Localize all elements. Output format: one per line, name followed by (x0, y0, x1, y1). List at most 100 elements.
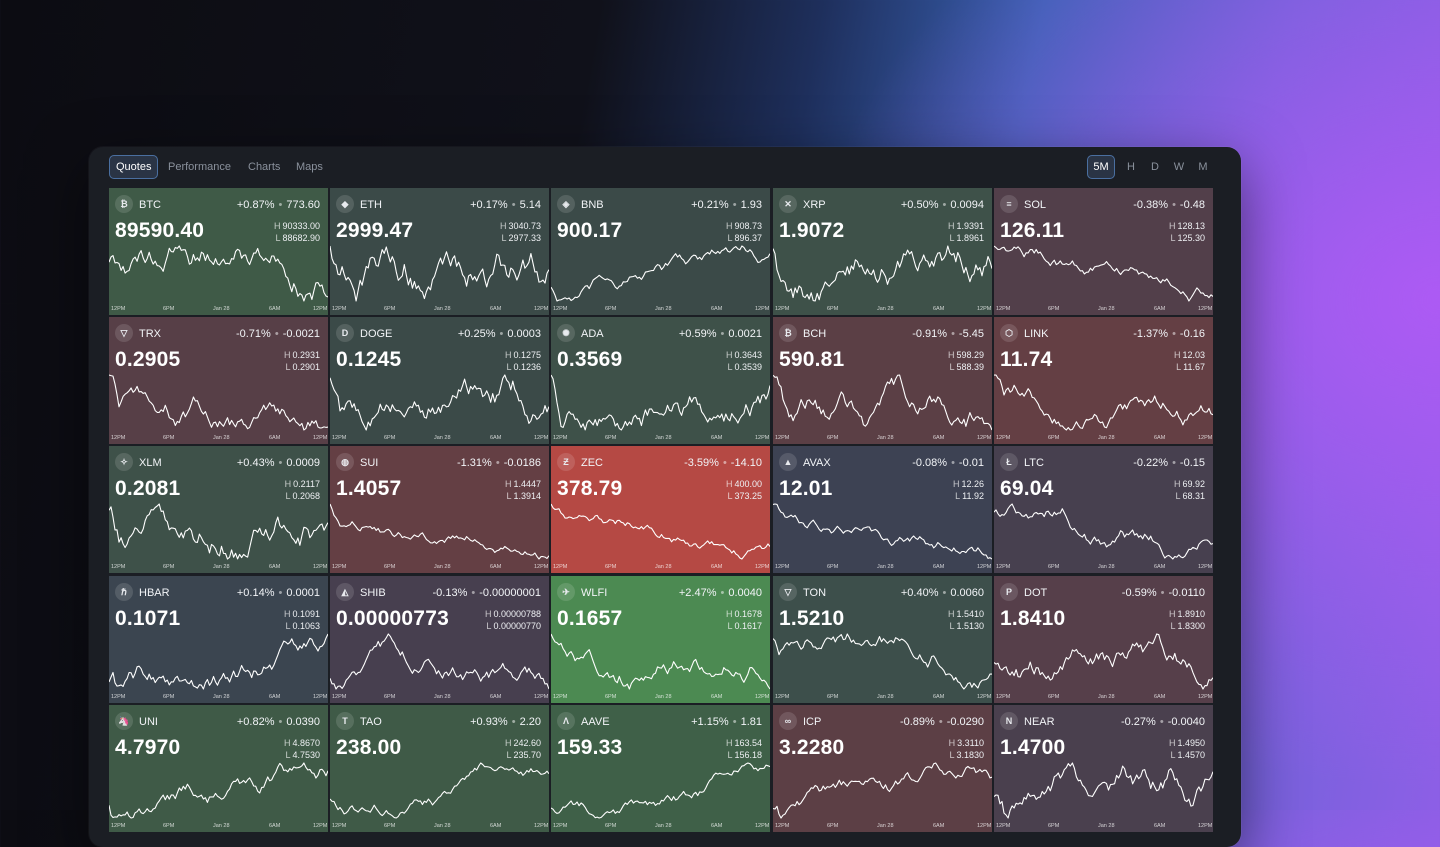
separator-dot: • (1172, 457, 1176, 469)
axis-label: 6AM (269, 564, 281, 570)
quote-tile-bnb[interactable]: ◈ BNB +0.21% • 1.93 900.17 H 908.73 L 896.37 12PM 6… (551, 188, 770, 315)
symbol-label: AAVE (581, 716, 610, 728)
change-absolute: -0.01 (958, 457, 984, 469)
separator-dot: • (951, 328, 955, 340)
quote-tile-doge[interactable]: D DOGE +0.25% • 0.0003 0.1245 H 0.1275 L 0.1236 12… (330, 317, 549, 444)
axis-label: Jan 28 (877, 564, 894, 570)
axis-label: Jan 28 (655, 823, 672, 829)
quote-tile-zec[interactable]: Ƶ ZEC -3.59% • -14.10 378.79 H 400.00 L 373.25 12P… (551, 446, 770, 573)
high-readout: H 163.54 (726, 738, 762, 748)
high-value: 400.00 (734, 479, 762, 489)
low-readout: L 0.1617 (727, 621, 762, 631)
axis-label: 12PM (313, 435, 328, 441)
quote-tile-xlm[interactable]: ✧ XLM +0.43% • 0.0009 0.2081 H 0.2117 L 0.2068 12P… (109, 446, 328, 573)
low-readout: L 11.92 (955, 491, 984, 501)
sparkline-chart (994, 245, 1213, 302)
separator-dot: • (1172, 328, 1176, 340)
quote-tile-tao[interactable]: T TAO +0.93% • 2.20 238.00 H 242.60 L 235.70 12PM 6… (330, 705, 549, 832)
tab-maps[interactable]: Maps (296, 161, 323, 173)
axis-label: 12PM (534, 306, 549, 312)
axis-label: Jan 28 (213, 823, 230, 829)
quote-tile-xrp[interactable]: ✕ XRP +0.50% • 0.0094 1.9072 H 1.9391 L 1.8961 12P… (773, 188, 992, 315)
price-value: 1.4057 (336, 477, 402, 500)
low-key: L (285, 621, 291, 631)
axis-label: 6AM (269, 435, 281, 441)
quote-tile-wlfi[interactable]: ✈ WLFI +2.47% • 0.0040 0.1657 H 0.1678 L 0.1617 12… (551, 576, 770, 703)
ethereum-icon: ◆ (336, 195, 354, 213)
high-value: 128.13 (1177, 221, 1205, 231)
axis-label: 6AM (1154, 564, 1166, 570)
low-value: 0.3539 (734, 362, 762, 372)
quote-tile-near[interactable]: N NEAR -0.27% • -0.0040 1.4700 H 1.4950 L 1.4570 1… (994, 705, 1213, 832)
timeframe-m[interactable]: M (1198, 161, 1208, 173)
quote-tile-icp[interactable]: ∞ ICP -0.89% • -0.0290 3.2280 H 3.3110 L 3.1830 12… (773, 705, 992, 832)
change-readout: +2.47% • 0.0040 (679, 587, 762, 599)
timeframe-d[interactable]: D (1151, 161, 1159, 173)
timeframe-h[interactable]: H (1127, 161, 1135, 173)
quote-tile-link[interactable]: ⬡ LINK -1.37% • -0.16 11.74 H 12.03 L 11.67 12PM 6P… (994, 317, 1213, 444)
sparkline-chart (109, 503, 328, 560)
quote-tile-ton[interactable]: ▽ TON +0.40% • 0.0060 1.5210 H 1.5410 L 1.5130 12P… (773, 576, 992, 703)
axis-label: 12PM (755, 306, 770, 312)
quote-tile-eth[interactable]: ◆ ETH +0.17% • 5.14 2999.47 H 3040.73 L 2977.33 12… (330, 188, 549, 315)
axis-label: Jan 28 (213, 694, 230, 700)
axis-label: 12PM (111, 823, 126, 829)
high-value: 12.03 (1182, 350, 1205, 360)
change-absolute: 0.0001 (286, 587, 320, 599)
tab-charts[interactable]: Charts (248, 161, 281, 173)
price-value: 900.17 (557, 219, 623, 242)
tab-quotes[interactable]: Quotes (109, 155, 159, 179)
timeframe-w[interactable]: W (1173, 161, 1185, 173)
symbol-label: SHIB (360, 587, 386, 599)
quote-tile-dot[interactable]: P DOT -0.59% • -0.0110 1.8410 H 1.8910 L 1.8300 12… (994, 576, 1213, 703)
quote-tile-btc[interactable]: ₿ BTC +0.87% • 773.60 89590.40 H 90333.00 L 88682… (109, 188, 328, 315)
quote-tile-bch[interactable]: ₿ BCH -0.91% • -5.45 590.81 H 598.29 L 588.39 12PM… (773, 317, 992, 444)
axis-label: 6PM (827, 823, 839, 829)
change-percent: +0.21% (691, 199, 729, 211)
low-value: 0.1617 (734, 621, 762, 631)
quote-tile-ada[interactable]: ✺ ADA +0.59% • 0.0021 0.3569 H 0.3643 L 0.3539 12P… (551, 317, 770, 444)
axis-label: Jan 28 (213, 435, 230, 441)
low-readout: L 3.1830 (949, 750, 984, 760)
axis-label: 6AM (711, 823, 723, 829)
near-icon: N (1000, 712, 1018, 730)
quote-tile-uni[interactable]: 🦄 UNI +0.82% • 0.0390 4.7970 H 4.8670 L 4.7530 12P… (109, 705, 328, 832)
high-readout: H 908.73 (726, 221, 762, 231)
high-key: H (725, 609, 733, 619)
low-readout: L 88682.90 (275, 233, 320, 243)
tab-performance[interactable]: Performance (168, 161, 231, 173)
change-percent: -0.59% (1121, 587, 1157, 599)
symbol-label: NEAR (1024, 716, 1055, 728)
sparkline-path (994, 762, 1213, 819)
low-key: L (727, 621, 733, 631)
low-readout: L 896.37 (727, 233, 762, 243)
axis-label: 12PM (1198, 694, 1213, 700)
quote-tile-sui[interactable]: ◍ SUI -1.31% • -0.0186 1.4057 H 1.4447 L 1.3914 12… (330, 446, 549, 573)
timeframe-5m[interactable]: 5M (1087, 155, 1115, 179)
quote-tile-trx[interactable]: ▽ TRX -0.71% • -0.0021 0.2905 H 0.2931 L 0.2901 12… (109, 317, 328, 444)
quote-tile-ltc[interactable]: Ł LTC -0.22% • -0.15 69.04 H 69.92 L 68.31 12PM 6PM… (994, 446, 1213, 573)
sparkline-chart (109, 245, 328, 302)
quote-tile-aave[interactable]: Λ AAVE +1.15% • 1.81 159.33 H 163.54 L 156.18 12PM… (551, 705, 770, 832)
axis-label: 12PM (996, 564, 1011, 570)
low-value: 3.1830 (956, 750, 984, 760)
quote-tile-hbar[interactable]: ℏ HBAR +0.14% • 0.0001 0.1071 H 0.1091 L 0.1063 12… (109, 576, 328, 703)
low-value: 1.5130 (956, 621, 984, 631)
high-readout: H 1.4950 (1169, 738, 1205, 748)
axis-label: 12PM (111, 306, 126, 312)
change-absolute: 1.81 (740, 716, 762, 728)
axis-label: 6PM (384, 564, 396, 570)
axis-label: 12PM (313, 823, 328, 829)
quote-tile-sol[interactable]: ≡ SOL -0.38% • -0.48 126.11 H 128.13 L 125.30 12PM… (994, 188, 1213, 315)
quote-tile-avax[interactable]: ▲ AVAX -0.08% • -0.01 12.01 H 12.26 L 11.92 12PM 6P… (773, 446, 992, 573)
sparkline-path (551, 374, 770, 431)
bitcoin-icon: ₿ (115, 195, 133, 213)
high-readout: H 0.2117 (285, 479, 320, 489)
change-percent: +0.40% (900, 587, 939, 599)
symbol-label: BTC (139, 199, 161, 211)
change-absolute: 0.0094 (950, 199, 984, 211)
axis-label: Jan 28 (655, 306, 672, 312)
quote-tile-shib[interactable]: ◭ SHIB -0.13% • -0.00000001 0.00000773 H 0.0000… (330, 576, 549, 703)
axis-label: Jan 28 (1098, 306, 1115, 312)
price-value: 159.33 (557, 736, 623, 759)
